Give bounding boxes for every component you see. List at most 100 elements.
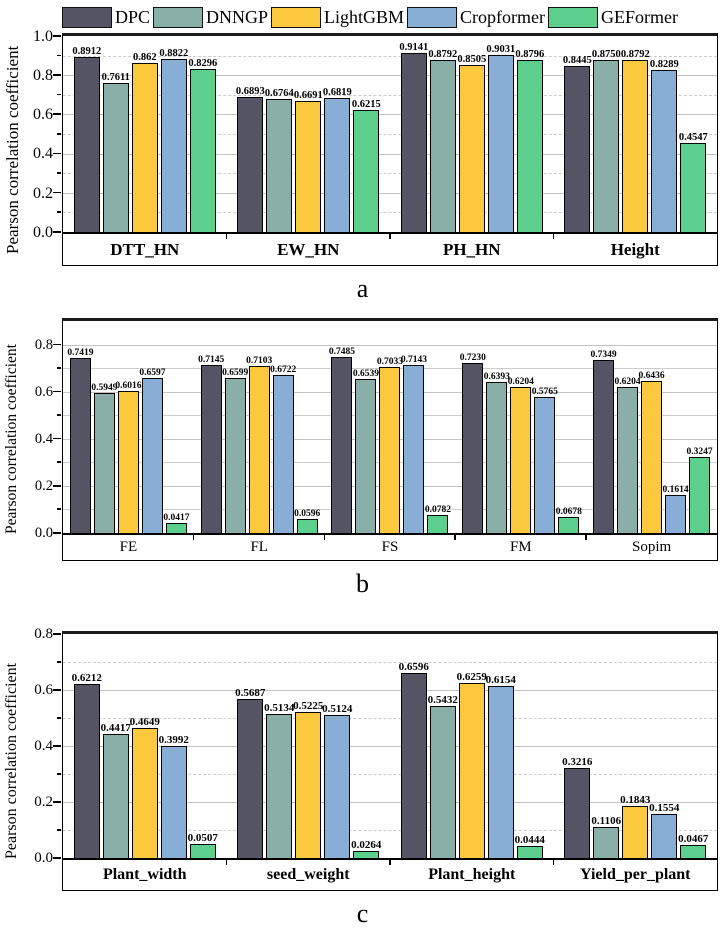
bar-dnngp: 0.1106 xyxy=(591,816,621,858)
gridline-major xyxy=(63,802,717,803)
y-major-tick xyxy=(53,532,61,534)
bar-group-seed_weight: 0.5687 0.5134 0.5225 0.5124 0.0264 xyxy=(227,634,391,858)
category-label-fm: FM xyxy=(509,539,532,555)
bar-geformer: 0.0596 xyxy=(294,509,320,533)
bar-value-label: 0.8822 xyxy=(159,47,189,59)
y-major-tick xyxy=(53,801,61,803)
bar-lightgbm: 0.1843 xyxy=(620,795,650,858)
legend-label: DPC xyxy=(115,7,151,27)
category-strip: FE FL FS FM Sopim xyxy=(63,533,717,560)
legend-item-cropformer: Cropformer xyxy=(407,6,546,28)
bar-dpc: 0.5687 xyxy=(235,688,265,858)
bar-value-label: 0.6436 xyxy=(638,370,665,381)
bar-value-label: 0.3247 xyxy=(686,446,713,457)
bar-geformer: 0.0264 xyxy=(351,840,381,858)
bars-layer: 0.6212 0.4417 0.4649 0.3992 0.0507 0.5687 0.51… xyxy=(63,634,717,858)
category-label-plant_height: Plant_height xyxy=(428,866,516,883)
bar-group-fl: 0.7145 0.6599 0.7103 0.6722 0.0596 xyxy=(194,321,325,533)
bar-dpc: 0.7485 xyxy=(329,347,355,533)
bar-cropformer: 0.5124 xyxy=(322,704,352,858)
y-tick-label: 1.0 xyxy=(33,27,53,45)
gridline-major xyxy=(63,75,717,77)
plot-frame: 0.8912 0.7611 0.862 0.8822 0.8296 0.6893 0.676… xyxy=(33,28,718,266)
category-label-fs: FS xyxy=(381,539,399,555)
y-tick-label: 0.6 xyxy=(34,384,53,401)
category-boundary-tick xyxy=(389,860,391,865)
legend: DPC DNNGP LightGBM Cropformer GEFormer xyxy=(62,4,681,30)
bar-value-label: 0.8796 xyxy=(515,48,545,60)
legend-swatch-icon xyxy=(271,6,322,28)
chart-c: Pearson correlation coefficient 0.6212 0.4… xyxy=(0,627,725,931)
bar-value-label: 0.8792 xyxy=(620,48,650,60)
y-tick-label: 0.8 xyxy=(34,626,53,643)
bar-value-label: 0.6597 xyxy=(139,367,166,378)
y-tick-label: 0.2 xyxy=(34,794,53,811)
category-boundary-tick xyxy=(192,535,195,540)
bar-value-label: 0.4417 xyxy=(100,722,131,734)
bar-value-label: 0.7349 xyxy=(590,349,617,360)
bar-value-label: 0.6215 xyxy=(351,98,381,110)
bar-dpc: 0.7419 xyxy=(67,348,93,533)
bar-group-sopim: 0.7349 0.6204 0.6436 0.1614 0.3247 xyxy=(586,321,717,533)
bar-lightgbm: 0.6204 xyxy=(508,377,534,533)
bar-value-label: 0.6819 xyxy=(322,86,352,98)
bar-value-label: 0.3216 xyxy=(562,756,593,768)
y-minor-tick xyxy=(57,211,61,214)
bar-cropformer: 0.7143 xyxy=(401,355,427,533)
category-boundary-tick xyxy=(454,535,456,540)
bar-dnngp: 0.6539 xyxy=(353,369,379,533)
bar-cropformer: 0.5765 xyxy=(532,387,558,533)
y-major-tick xyxy=(53,231,61,233)
bar-value-label: 0.1106 xyxy=(591,815,622,827)
gridline-minor xyxy=(63,55,717,57)
plot-area: 0.6212 0.4417 0.4649 0.3992 0.0507 0.5687 0.51… xyxy=(34,627,717,866)
gridline-minor xyxy=(63,173,717,175)
chart-sublabel-a: a xyxy=(356,274,369,303)
bar-cropformer: 0.8289 xyxy=(650,59,679,232)
y-major-tick xyxy=(53,152,61,155)
bar-group-plant_height: 0.6596 0.5432 0.6259 0.6154 0.0444 xyxy=(390,634,554,858)
bar-value-label: 0.6539 xyxy=(352,368,380,379)
y-tick-label: 0.6 xyxy=(34,682,53,699)
bar-value-label: 0.7033 xyxy=(376,356,404,367)
plot-area: 0.8912 0.7611 0.862 0.8822 0.8296 0.6893 0.676… xyxy=(33,28,717,240)
y-tick-label: 0.0 xyxy=(33,223,53,241)
y-minor-tick xyxy=(57,661,61,663)
legend-label: GEFormer xyxy=(601,7,679,27)
y-minor-tick xyxy=(57,367,61,369)
bar-value-label: 0.8445 xyxy=(562,54,592,66)
bar-value-label: 0.7145 xyxy=(198,354,225,365)
bar-lightgbm: 0.4649 xyxy=(130,717,160,858)
y-tick-label: 0.2 xyxy=(33,184,53,202)
bar-dpc: 0.7230 xyxy=(460,353,486,533)
bars-layer: 0.8912 0.7611 0.862 0.8822 0.8296 0.6893 0.676… xyxy=(63,36,717,232)
bar-dnngp: 0.8750 xyxy=(592,49,621,232)
legend-label: Cropformer xyxy=(460,7,546,27)
category-label-fe: FE xyxy=(119,539,138,555)
y-major-tick xyxy=(53,689,61,691)
bar-value-label: 0.0596 xyxy=(294,508,321,519)
bar-value-label: 0.0507 xyxy=(187,832,218,844)
y-tick-label: 0.4 xyxy=(34,431,53,448)
plot-area: 0.7419 0.5949 0.6016 0.6597 0.0417 0.7145 0.65… xyxy=(35,321,717,540)
bar-value-label: 0.5687 xyxy=(235,687,266,699)
bar-lightgbm: 0.6016 xyxy=(115,381,141,533)
bar-value-label: 0.8505 xyxy=(457,53,487,65)
bar-value-label: 0.7419 xyxy=(67,347,94,358)
bar-lightgbm: 0.862 xyxy=(131,52,158,232)
bar-cropformer: 0.9031 xyxy=(486,44,515,232)
y-major-tick xyxy=(53,343,61,346)
y-tick-label: 0.4 xyxy=(34,738,53,755)
bar-value-label: 0.5765 xyxy=(531,386,558,397)
y-major-tick xyxy=(53,74,61,76)
bar-value-label: 0.0444 xyxy=(514,834,545,846)
bar-value-label: 0.0782 xyxy=(424,504,452,515)
category-label-plant_width: Plant_width xyxy=(102,866,187,883)
bar-geformer: 0.8296 xyxy=(188,58,217,232)
bar-geformer: 0.0507 xyxy=(188,833,218,858)
bar-group-fm: 0.7230 0.6393 0.6204 0.5765 0.0678 xyxy=(455,321,586,533)
gridline-major xyxy=(63,344,717,346)
bar-value-label: 0.8296 xyxy=(188,57,218,69)
gridline-minor xyxy=(63,94,717,96)
